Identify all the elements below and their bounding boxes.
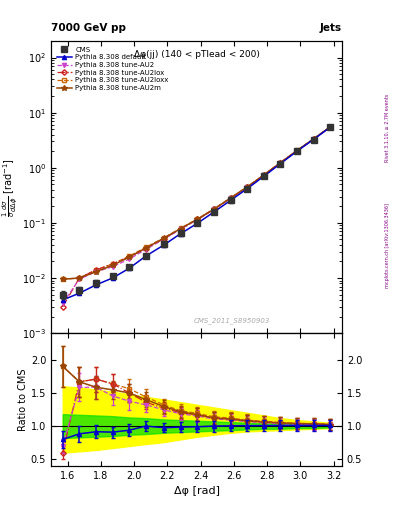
Y-axis label: $\frac{1}{\sigma}\frac{d\sigma}{d\Delta\phi}\ \mathsf{[rad^{-1}]}$: $\frac{1}{\sigma}\frac{d\sigma}{d\Delta\…	[1, 158, 20, 217]
Text: Jets: Jets	[320, 23, 342, 33]
X-axis label: Δφ [rad]: Δφ [rad]	[173, 486, 220, 496]
Text: mcplots.cern.ch [arXiv:1306.3436]: mcplots.cern.ch [arXiv:1306.3436]	[385, 203, 389, 288]
Y-axis label: Ratio to CMS: Ratio to CMS	[18, 368, 28, 431]
Text: Δφ(jj) (140 < pTlead < 200): Δφ(jj) (140 < pTlead < 200)	[134, 50, 259, 59]
Legend: CMS, Pythia 8.308 default, Pythia 8.308 tune-AU2, Pythia 8.308 tune-AU2lox, Pyth: CMS, Pythia 8.308 default, Pythia 8.308 …	[55, 45, 171, 93]
Text: 7000 GeV pp: 7000 GeV pp	[51, 23, 126, 33]
Text: Rivet 3.1.10, ≥ 2.7M events: Rivet 3.1.10, ≥ 2.7M events	[385, 94, 389, 162]
Text: CMS_2011_S8950903: CMS_2011_S8950903	[193, 317, 270, 325]
